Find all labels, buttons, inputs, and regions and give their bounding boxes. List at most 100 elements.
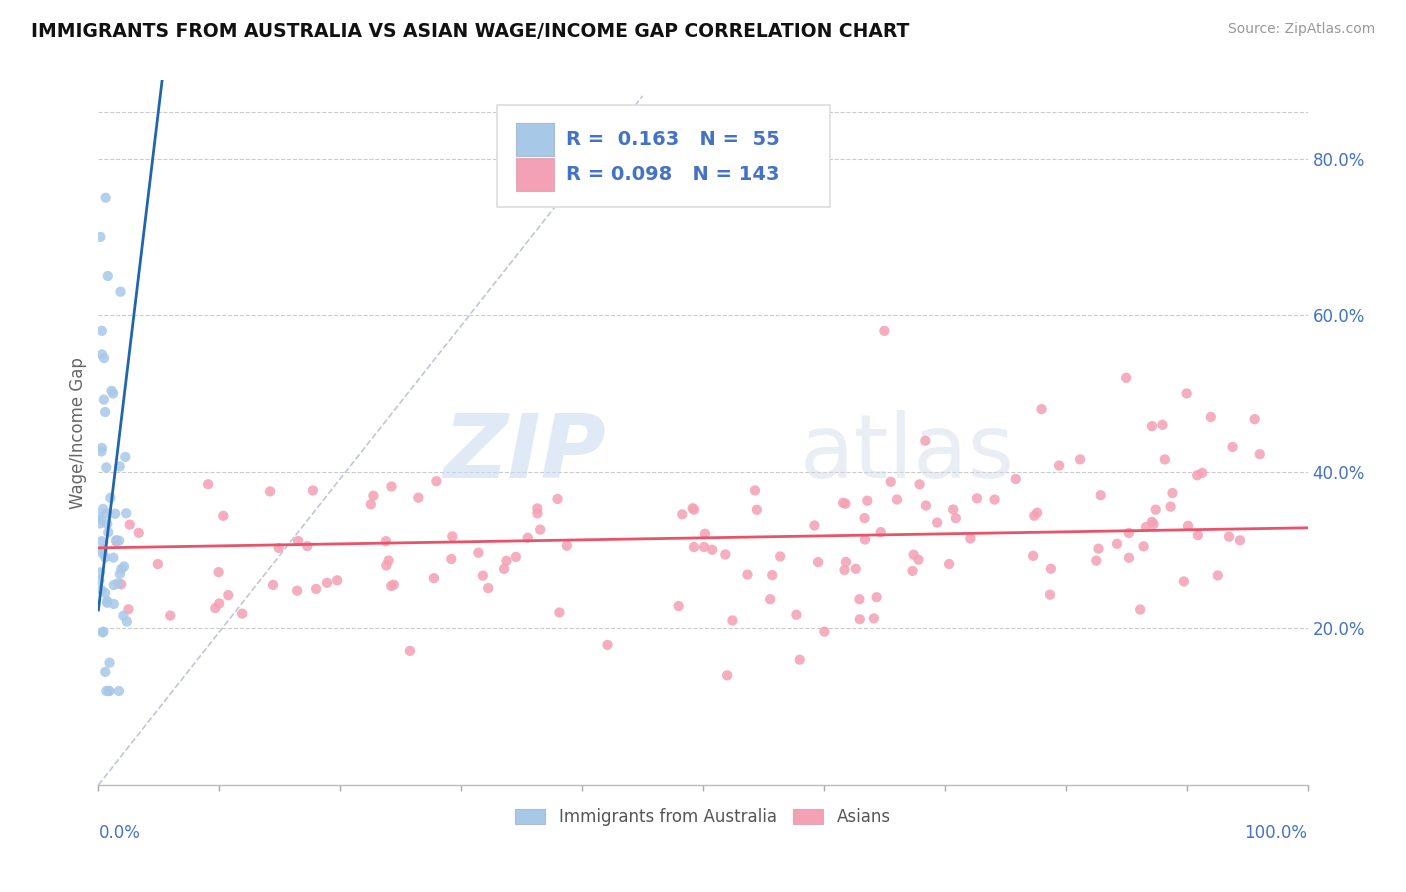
Point <box>91 502 114 516</box>
Point <box>1229 533 1251 548</box>
Point <box>98 491 121 505</box>
Point <box>1129 602 1152 616</box>
Text: Source: ZipAtlas.com: Source: ZipAtlas.com <box>1227 22 1375 37</box>
Point <box>107 576 129 591</box>
Point <box>927 516 949 530</box>
Point <box>1118 550 1140 565</box>
Point <box>1218 530 1240 544</box>
Point <box>737 567 759 582</box>
Point <box>105 533 128 548</box>
Point <box>108 533 131 548</box>
Point <box>91 542 114 557</box>
Point <box>548 606 571 620</box>
Point <box>495 554 517 568</box>
Point <box>759 592 782 607</box>
Point <box>693 526 716 541</box>
Point <box>1039 588 1062 602</box>
Point <box>1132 539 1154 553</box>
Point <box>94 665 117 679</box>
Point <box>91 625 114 640</box>
Point <box>966 491 988 506</box>
Text: 100.0%: 100.0% <box>1244 823 1308 842</box>
Point <box>100 384 122 398</box>
Point <box>744 483 766 498</box>
Point <box>942 502 965 516</box>
Point <box>903 548 925 562</box>
Point <box>835 555 858 569</box>
Point <box>117 602 139 616</box>
Point <box>761 568 783 582</box>
Point <box>1161 486 1184 500</box>
Point <box>1039 562 1062 576</box>
Point <box>96 594 118 608</box>
Point <box>112 559 135 574</box>
Point <box>297 539 319 553</box>
Point <box>1047 458 1070 473</box>
Point <box>380 579 402 593</box>
Point <box>212 508 235 523</box>
Point <box>90 534 112 549</box>
Point <box>217 588 239 602</box>
Point <box>98 684 121 698</box>
Point <box>1115 371 1137 385</box>
Point <box>118 517 141 532</box>
Point <box>1173 574 1195 589</box>
Point <box>375 558 398 573</box>
Point <box>110 577 132 591</box>
Point <box>1153 452 1175 467</box>
Point <box>1222 440 1244 454</box>
Point <box>849 612 872 626</box>
Point <box>716 668 738 682</box>
Text: R = 0.098   N = 143: R = 0.098 N = 143 <box>567 165 780 185</box>
Point <box>721 614 744 628</box>
Point <box>1144 502 1167 516</box>
Point <box>110 285 132 299</box>
Point <box>769 549 792 564</box>
Point <box>105 534 128 549</box>
Point <box>1069 452 1091 467</box>
Point <box>1022 549 1045 563</box>
Point <box>108 459 131 474</box>
Point <box>96 516 118 531</box>
Point <box>745 502 768 516</box>
FancyBboxPatch shape <box>498 105 830 207</box>
Point <box>96 684 118 698</box>
Point <box>714 548 737 562</box>
Point <box>103 550 125 565</box>
Point <box>159 608 181 623</box>
Point <box>208 597 231 611</box>
Point <box>873 324 896 338</box>
Point <box>380 479 402 493</box>
Point <box>1199 409 1222 424</box>
Point <box>853 533 876 547</box>
Point <box>901 564 924 578</box>
Point <box>547 491 569 506</box>
Point <box>408 491 430 505</box>
Point <box>267 541 290 555</box>
Point <box>1249 447 1271 461</box>
Point <box>425 475 447 489</box>
Point <box>863 611 886 625</box>
Point <box>89 574 111 588</box>
Point <box>94 191 117 205</box>
Point <box>115 615 138 629</box>
Point <box>945 511 967 525</box>
Point <box>93 624 115 639</box>
Point <box>1087 541 1109 556</box>
Point <box>94 550 117 565</box>
Point <box>302 483 325 498</box>
Point <box>104 507 127 521</box>
Point <box>848 592 870 607</box>
Point <box>880 475 903 489</box>
Point <box>1206 568 1229 582</box>
Point <box>1191 466 1213 480</box>
Point <box>207 565 229 579</box>
Point <box>96 506 118 520</box>
Point <box>471 568 494 582</box>
Point <box>90 441 112 455</box>
Point <box>287 534 309 549</box>
Point <box>516 531 538 545</box>
Point <box>377 553 399 567</box>
Point <box>1135 520 1157 534</box>
Point <box>494 562 516 576</box>
